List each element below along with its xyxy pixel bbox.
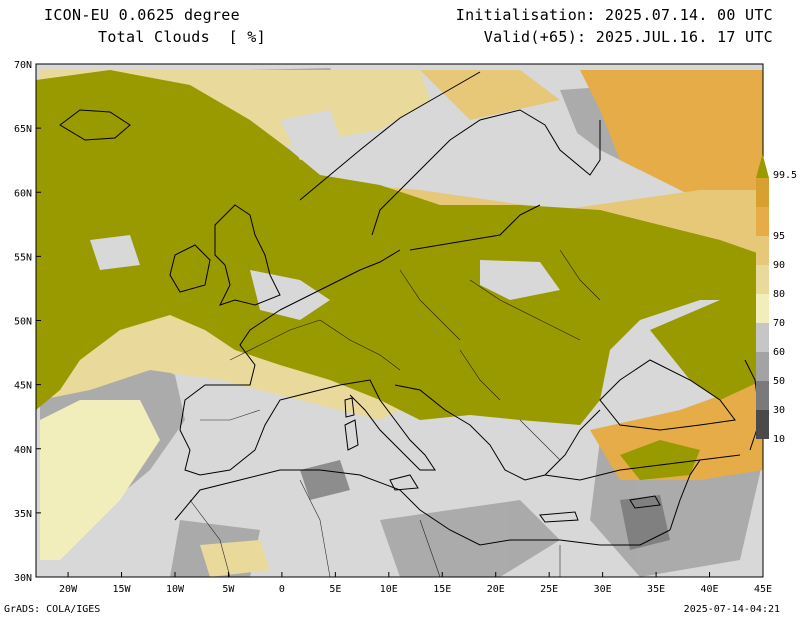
lon-label: 10W	[166, 584, 185, 595]
lat-label: 45N	[14, 381, 32, 392]
colorbar-label: 99.5	[773, 170, 797, 181]
island-sicily	[389, 474, 419, 491]
lat-label: 60N	[14, 188, 32, 199]
island-corsica	[344, 397, 355, 418]
coast-sweden-finland	[371, 109, 601, 236]
island-cyprus	[629, 495, 661, 509]
lat-label: 55N	[14, 252, 32, 263]
field-title: Total Clouds [ %]	[98, 28, 266, 46]
colorbar-label: 80	[773, 289, 785, 300]
colorbar-label: 95	[773, 231, 785, 242]
lon-label: 30E	[594, 584, 612, 595]
coastlines	[59, 71, 761, 546]
coast-baltic	[409, 204, 541, 251]
country-borders	[189, 249, 601, 577]
colorbar-label: 90	[773, 260, 785, 271]
colorbar-legend	[756, 154, 769, 439]
coast-adriatic-balkans	[394, 384, 601, 481]
colorbar-label: 30	[773, 405, 785, 416]
coast-iceland	[59, 109, 131, 141]
coast-britain	[214, 204, 281, 306]
colorbar-box	[756, 207, 769, 236]
lon-label: 45E	[754, 584, 772, 595]
lat-label: 50N	[14, 317, 32, 328]
lon-label: 20W	[59, 584, 78, 595]
lon-label: 5W	[222, 584, 235, 595]
software-credit: GrADS: COLA/IGES	[4, 604, 101, 615]
coast-europe-west	[279, 249, 401, 311]
lat-label: 35N	[14, 509, 32, 520]
lon-label: 10E	[380, 584, 398, 595]
colorbar-box	[756, 410, 769, 439]
lon-label: 20E	[487, 584, 505, 595]
lat-label: 70N	[14, 60, 32, 71]
model-title: ICON-EU 0.0625 degree	[44, 6, 240, 24]
colorbar-box	[756, 352, 769, 381]
coast-norway	[299, 71, 481, 201]
colorbar-label: 70	[773, 318, 785, 329]
clear-gaps	[90, 110, 600, 320]
colorbar-label: 60	[773, 347, 785, 358]
initialisation-time: Initialisation: 2025.07.14. 00 UTC	[455, 6, 773, 24]
lon-label: 35E	[647, 584, 665, 595]
coast-north-africa	[174, 469, 671, 546]
colorbar-box	[756, 381, 769, 410]
colorbar-box	[756, 323, 769, 352]
overcast-cloud-masses	[36, 70, 763, 480]
lon-label: 5E	[329, 584, 341, 595]
colorbar-box	[756, 236, 769, 265]
coast-turkey	[544, 454, 741, 481]
colorbar-box	[756, 178, 769, 207]
coast-ireland	[169, 244, 211, 293]
render-timestamp: 2025-07-14-04:21	[683, 604, 780, 615]
coast-levant	[669, 459, 701, 531]
lat-label: 40N	[14, 445, 32, 456]
lon-label: 0	[279, 584, 285, 595]
island-sardinia	[344, 419, 359, 451]
lon-label: 25E	[540, 584, 558, 595]
coast-italy	[339, 379, 436, 471]
lon-label: 15W	[112, 584, 131, 595]
lon-label: 15E	[433, 584, 451, 595]
colorbar-labels: 10 30 50 60 70 80 90 95 99.5	[773, 170, 797, 445]
colorbar-label: 10	[773, 434, 785, 445]
longitude-labels: 20W 15W 10W 5W 0 5E 10E 15E 20E 25E 30E 35E 40E 45E	[59, 584, 772, 595]
island-crete	[539, 511, 579, 523]
lon-label: 40E	[701, 584, 719, 595]
valid-time: Valid(+65): 2025.JUL.16. 17 UTC	[483, 28, 773, 46]
colorbar-arrow-cap	[756, 154, 769, 178]
axis-ticks	[36, 63, 764, 578]
coast-france-iberia	[179, 309, 341, 476]
colorbar-box	[756, 294, 769, 323]
coast-black-sea	[599, 359, 736, 431]
colorbar-label: 50	[773, 376, 785, 387]
lat-label: 65N	[14, 124, 32, 135]
lat-label: 30N	[14, 573, 32, 584]
colorbar-box	[756, 265, 769, 294]
latitude-labels: 30N 35N 40N 45N 50N 55N 60N 65N 70N	[14, 60, 32, 584]
